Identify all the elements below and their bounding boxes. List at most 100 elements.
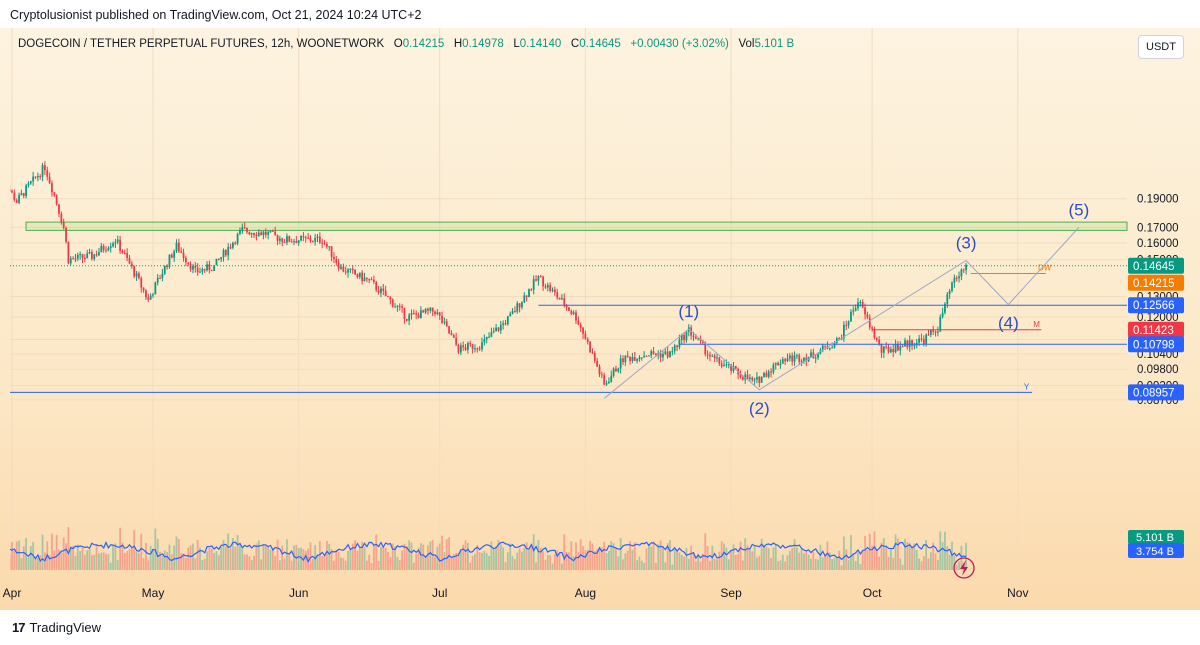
price-chart[interactable]: M Y DW (1) (2) (3) (4) (5) 0.19000 0.17000 0.16000… [0,28,1200,610]
volume-bar [170,554,173,570]
candle-body [608,381,610,384]
volume-bar [781,554,784,570]
volume-bar [215,551,218,570]
candle-body [431,307,434,312]
candle-body [443,321,446,323]
candle-body [716,357,718,359]
volume-bar [709,560,711,570]
price-tag [1128,297,1184,314]
candle-body [373,279,375,282]
currency-button[interactable]: USDT [1138,35,1184,59]
volume-bar [664,562,667,570]
candle-body [697,338,700,340]
volume-bar [455,553,458,570]
volume-bar [716,559,718,570]
candle-body [281,238,284,243]
volume-bar [523,547,526,570]
volume-bar [58,549,60,570]
symbol-name[interactable]: DOGECOIN / TETHER PERPETUAL FUTURES, 12h… [18,38,385,50]
tradingview-logo[interactable]: 17 TradingView [12,620,101,635]
volume-bar [866,549,869,570]
volume-bar [901,564,904,570]
volume-bar [680,554,683,570]
volume-bar [899,558,902,570]
volume-bar [452,554,455,570]
candle-body [671,351,674,353]
volume-bar [528,549,530,570]
candle-body [217,258,220,260]
volume-bar [227,533,230,570]
volume-bar [777,561,779,570]
volume-bar [556,550,559,570]
candle-body [215,258,218,266]
volume-bar [217,555,220,570]
volume-bar [363,546,366,570]
candle-body [335,259,338,263]
candle-body [502,323,505,325]
candle-body [814,357,817,359]
volume-bar [192,543,194,570]
candle-body [154,282,157,295]
price-tag [1128,321,1184,338]
volume-bar [878,556,881,570]
volume-bar [20,558,23,570]
time-tick-label: Nov [1007,586,1028,600]
candle-body [203,269,206,271]
candle-body [617,368,620,372]
volume-bar [41,534,44,570]
volume-bar [796,547,798,570]
candle-body [781,359,784,364]
candle-body [673,345,676,352]
candle-body [130,263,133,267]
candle-body [69,258,72,264]
candle-body [711,355,714,357]
candle-body [250,233,253,235]
volume-bar [177,538,180,570]
candle-body [295,241,298,243]
volume-bar [48,555,51,570]
candle-body [692,335,695,338]
volume-bar [74,555,77,570]
volume-bar [408,540,411,570]
price-tag-text: 0.14215 [1133,278,1175,290]
candle-body [925,334,928,344]
candle-body [427,308,429,311]
volume-bar [102,552,105,570]
candle-body [304,237,307,239]
candle-body [652,351,655,354]
candle-body [243,227,246,229]
candle-body [647,355,650,357]
volume-bar [824,556,826,570]
volume-bar [835,558,838,570]
candle-body [109,246,112,249]
volume-bar [483,550,486,570]
candle-body [589,341,591,353]
candle-body [478,348,481,350]
candle-body [93,254,96,259]
candle-body [758,376,761,383]
candle-body [210,270,213,272]
candle-body [568,307,570,311]
volume-bar [22,546,25,570]
volume-bar [843,536,845,570]
chart-area[interactable]: M Y DW (1) (2) (3) (4) (5) 0.19000 0.17000 0.16000… [0,28,1200,610]
candle-body [558,297,561,300]
candle-body [34,176,37,178]
candle-body [645,355,648,357]
candle-body [727,364,730,366]
candle-body [365,277,368,280]
volume-bar [283,558,286,570]
candle-body [901,346,904,348]
volume-bar [316,554,319,570]
volume-bar [309,542,312,570]
candle-body [549,284,552,291]
candle-body [438,312,441,316]
candle-body [929,330,932,335]
volume-bar [91,555,93,570]
candle-body [591,352,594,354]
high-label: H [453,38,463,50]
candle-body [615,368,617,372]
candle-body [300,236,302,241]
volume-bar [65,543,67,570]
candle-body [875,337,878,340]
